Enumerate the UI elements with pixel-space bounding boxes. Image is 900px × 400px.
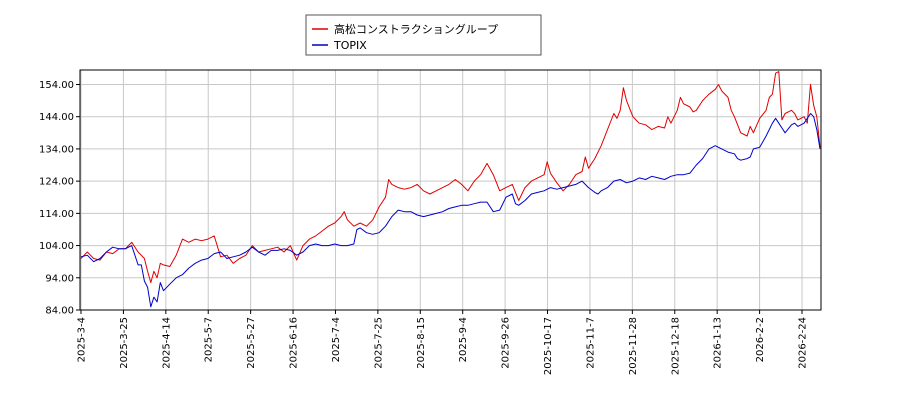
y-tick-label: 134.00: [39, 144, 74, 155]
x-tick-label: 2025-10-17: [543, 317, 554, 375]
series-line-1: [80, 113, 821, 308]
y-tick-label: 114.00: [39, 209, 74, 220]
legend: 高松コンストラクショングループ TOPIX: [305, 14, 542, 56]
x-axis: 2025-3-4 2025-3-25 2025-4-14 2025-5-7 2025-5…: [77, 310, 809, 375]
y-tick-label: 84.00: [45, 306, 74, 317]
grid-lines: [80, 70, 821, 311]
x-tick-label: 2025-11-28: [628, 317, 639, 375]
y-tick-label: 144.00: [39, 112, 74, 123]
y-tick-label: 124.00: [39, 177, 74, 188]
y-axis: 84.00 94.00 104.00 114.00 124.00 134.00 144.00…: [39, 80, 80, 317]
y-tick-label: 154.00: [39, 80, 74, 91]
x-tick-label: 2025-5-27: [246, 317, 257, 369]
x-tick-label: 2025-6-16: [289, 317, 300, 369]
x-tick-label: 2025-11-7: [585, 317, 596, 369]
x-tick-label: 2025-3-4: [77, 317, 88, 362]
x-tick-label: 2025-3-25: [119, 317, 130, 369]
series-group: [80, 71, 821, 308]
x-tick-label: 2025-4-14: [161, 317, 172, 369]
x-tick-label: 2025-7-25: [373, 317, 384, 369]
x-tick-label: 2026-2-2: [755, 317, 766, 362]
y-tick-label: 94.00: [45, 273, 74, 284]
plot-frame: [79, 69, 822, 311]
legend-label-series-0: 高松コンストラクショングループ: [334, 22, 498, 36]
x-tick-label: 2025-8-15: [416, 317, 427, 369]
x-tick-label: 2026-2-24: [798, 317, 809, 369]
series-line-0: [80, 71, 821, 284]
x-tick-label: 2025-5-7: [204, 317, 215, 362]
legend-label-series-1: TOPIX: [333, 39, 367, 52]
y-tick-label: 104.00: [39, 241, 74, 252]
x-tick-label: 2025-7-4: [331, 317, 342, 362]
x-tick-label: 2025-12-18: [670, 317, 681, 375]
legend-box: [305, 14, 542, 56]
x-tick-label: 2025-9-4: [458, 317, 469, 362]
x-tick-label: 2026-1-13: [713, 317, 724, 369]
x-tick-label: 2025-9-26: [501, 317, 512, 369]
